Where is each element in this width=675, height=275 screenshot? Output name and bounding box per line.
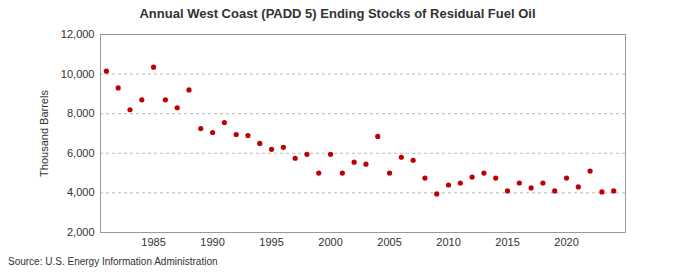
svg-text:2,000: 2,000: [67, 226, 95, 238]
svg-text:6,000: 6,000: [67, 147, 95, 159]
svg-text:1985: 1985: [141, 236, 165, 248]
svg-text:4,000: 4,000: [67, 186, 95, 198]
svg-text:10,000: 10,000: [61, 68, 95, 80]
svg-text:12,000: 12,000: [61, 28, 95, 40]
svg-text:2005: 2005: [377, 236, 401, 248]
html-text:Source: U.S. Energy Informatio: Source: U.S. Energy Information Administ…: [8, 256, 218, 267]
svg-text:2000: 2000: [318, 236, 342, 248]
html-text:Annual West Coast (PADD 5) End: Annual West Coast (PADD 5) Ending Stocks…: [139, 6, 536, 21]
svg-text:8,000: 8,000: [67, 107, 95, 119]
svg-text:2010: 2010: [436, 236, 460, 248]
svg-text:2020: 2020: [554, 236, 578, 248]
svg-text:1995: 1995: [259, 236, 283, 248]
svg-text:Thousand Barrels: Thousand Barrels: [38, 90, 50, 177]
svg-text:2015: 2015: [495, 236, 519, 248]
svg-text:1990: 1990: [200, 236, 224, 248]
